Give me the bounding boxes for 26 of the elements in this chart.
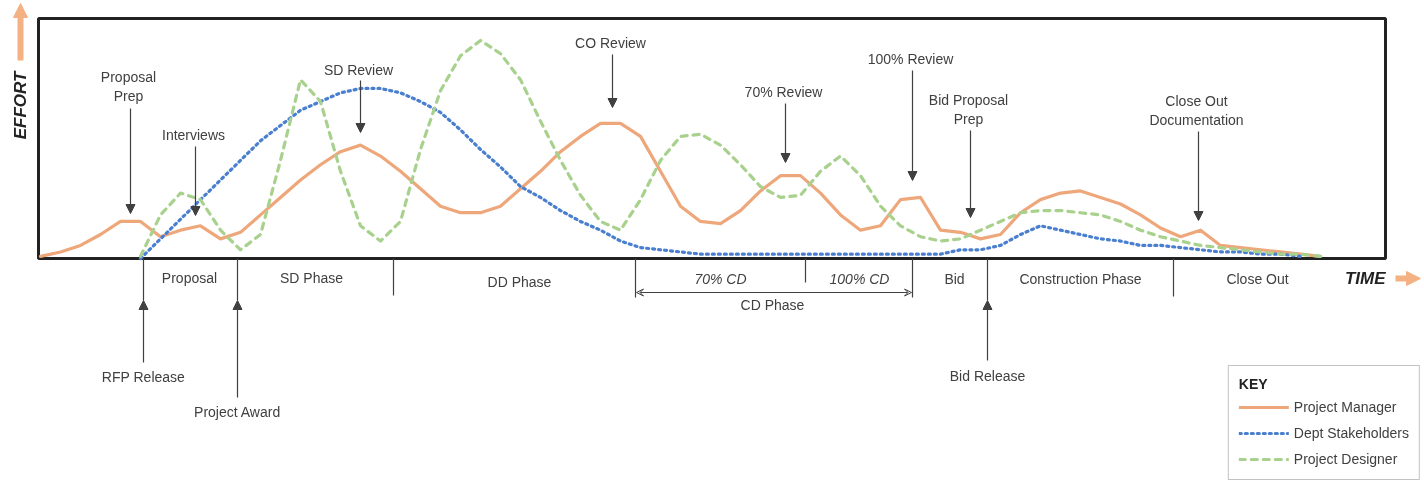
text: Close Out [1226, 270, 1289, 287]
text: Project Award [194, 403, 281, 420]
annotation: 70% Review [744, 83, 824, 100]
text: Bid Release [949, 367, 1026, 384]
text: Construction Phase [1019, 270, 1142, 287]
text: DD Phase [487, 273, 552, 290]
legend-title: KEY [1238, 376, 1269, 392]
annotation: Close Out Documentation [1149, 92, 1244, 129]
annotation: Proposal Prep [100, 68, 157, 105]
legend-label: Dept Stakeholders [1293, 425, 1409, 441]
text: CD Phase [740, 296, 805, 313]
annotation: Interviews [161, 126, 226, 143]
legend-label: Project Designer [1293, 451, 1398, 467]
text: SD Phase [279, 269, 344, 286]
text: Proposal [161, 269, 218, 286]
annotation: CO Review [575, 34, 647, 51]
annotation: Bid Proposal Prep [928, 91, 1009, 128]
y-axis-title: EFFORT [11, 70, 30, 140]
text: 100% CD [829, 270, 890, 287]
x-axis-title: TIME [1344, 269, 1387, 288]
text: Bid [944, 270, 965, 287]
annotation: SD Review [323, 61, 395, 78]
text: RFP Release [101, 368, 186, 385]
legend-label: Project Manager [1293, 399, 1397, 415]
text: 70% CD [694, 270, 747, 287]
annotation: 100% Review [867, 50, 955, 67]
